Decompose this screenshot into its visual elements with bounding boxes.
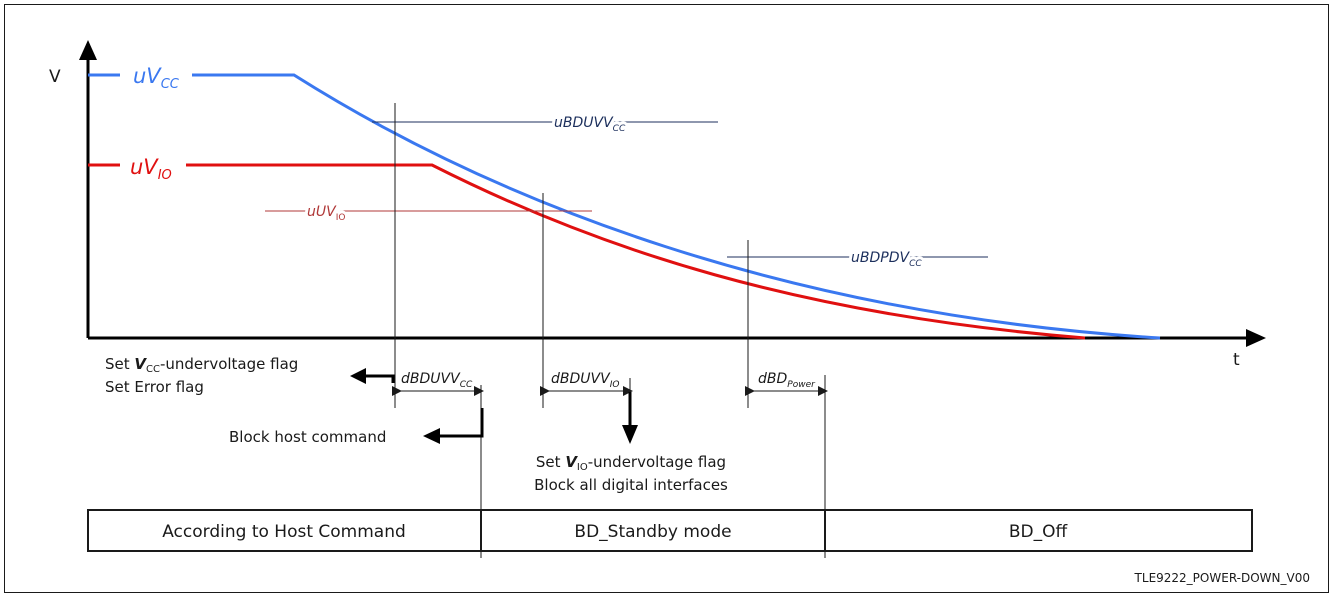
block-host-arrow [439,408,484,438]
block-host-text: Block host command [229,428,386,446]
vcc-curve [88,73,1161,340]
bduvvcc-threshold-label: uBDUVVCC [554,115,626,134]
bdpdvcc-threshold-label: uBDPDVCC [851,250,922,269]
figure-id: TLE9222_POWER-DOWN_V00 [1134,571,1310,585]
x-axis-label: t [1233,350,1240,370]
mode-bar [87,509,1253,552]
vcc-label-bg [120,60,192,90]
block-host-arrow-head [423,428,440,444]
vcc-flag-arrow [366,374,395,383]
mode-host-command: According to Host Command [162,522,406,542]
vcc-flag-arrow-head [350,368,366,384]
y-axis-label: V [49,67,61,87]
vio-flag-arrow-head [622,425,638,444]
vio-label-bg [120,150,186,180]
uvio-threshold-label: uUVIO [307,204,345,223]
mode-bd-off: BD_Off [1009,522,1069,542]
x-axis-arrow [1246,329,1266,347]
delay-label-vcc: dBDUVVCC [401,371,473,390]
vio-label: uVIO [130,155,172,183]
vio-curve [88,163,1086,340]
vio-undervoltage-flag-text: Set VIO-undervoltage flag [536,453,726,473]
delay-label-vio: dBDUVVIO [551,371,619,390]
delay-label-power: dBDPower [758,371,816,390]
y-axis-arrow [79,40,97,60]
error-flag-text: Set Error flag [105,378,204,396]
block-digital-text: Block all digital interfaces [534,476,728,494]
mode-bd-standby: BD_Standby mode [574,522,731,542]
vcc-undervoltage-flag-text: Set VCC-undervoltage flag [105,355,298,375]
figure-frame [4,4,1329,593]
vcc-label: uVCC [133,64,180,92]
